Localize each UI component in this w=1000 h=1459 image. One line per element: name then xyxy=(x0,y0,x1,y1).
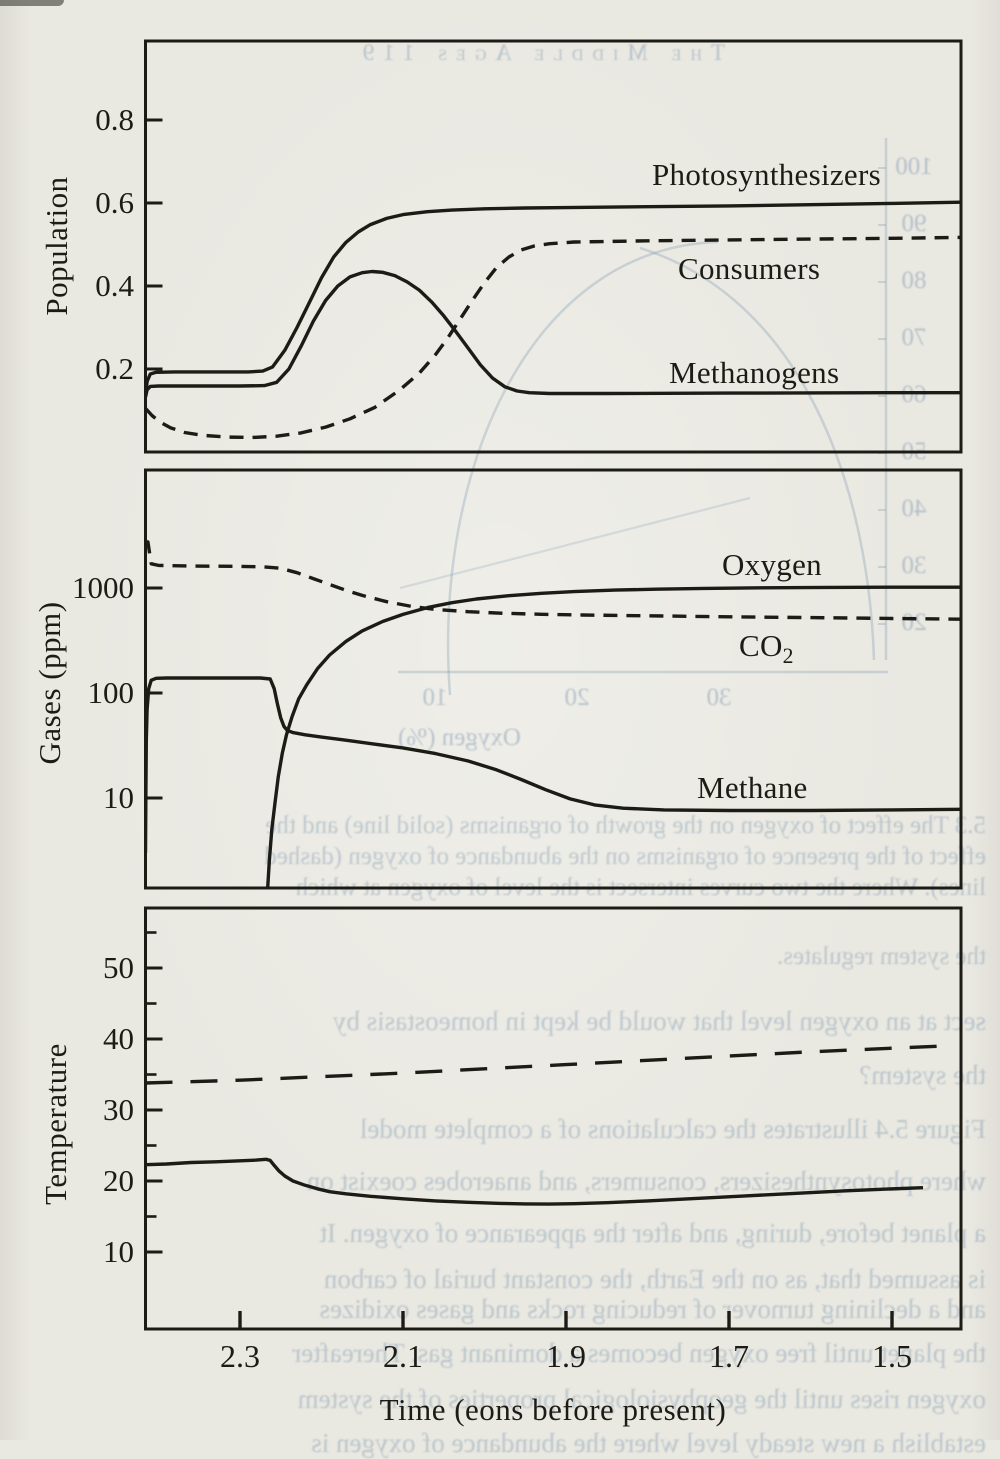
y-tick-label: 30 xyxy=(103,1092,134,1127)
series-Methane xyxy=(145,676,961,853)
x-tick-label: 1.7 xyxy=(709,1338,749,1374)
curve-label-oxygen: Oxygen xyxy=(722,547,822,582)
scan-edge-artifact xyxy=(0,0,64,6)
y-tick-label: 0.6 xyxy=(95,185,134,220)
panel-border xyxy=(144,906,963,1331)
series-Methanogens xyxy=(145,269,961,398)
y-tick-label: 10 xyxy=(103,780,134,815)
y-axis-title: Temperature xyxy=(38,1043,73,1205)
panel-border xyxy=(144,468,963,890)
curve-label-methane: Methane xyxy=(697,770,808,805)
chart-panel-3 xyxy=(144,906,963,1331)
y-tick-label: 0.8 xyxy=(95,102,134,137)
chart-panel-2 xyxy=(144,468,963,890)
curve-label-co: CO2 xyxy=(739,628,794,669)
curve-label-photosynthesizers: Photosynthesizers xyxy=(652,157,881,192)
x-tick-label: 1.9 xyxy=(546,1338,586,1374)
x-tick-label: 2.3 xyxy=(220,1338,260,1374)
x-tick-label: 2.1 xyxy=(383,1338,423,1374)
curve-label-consumers: Consumers xyxy=(678,251,821,286)
y-tick-label: 10 xyxy=(103,1234,134,1269)
y-tick-label: 50 xyxy=(103,950,134,985)
series-Photosynthesizers xyxy=(145,200,961,397)
y-tick-label: 20 xyxy=(103,1163,134,1198)
y-tick-label: 1000 xyxy=(72,570,134,605)
series-Oxygen xyxy=(266,585,961,888)
series-CO₂ xyxy=(145,540,961,621)
y-tick-label: 100 xyxy=(87,675,135,710)
series-solid xyxy=(145,1157,924,1206)
chart-panel-1 xyxy=(144,39,963,454)
y-tick-label: 40 xyxy=(103,1021,134,1056)
x-axis-title: Time (eons before present) xyxy=(379,1392,727,1427)
y-tick-label: 0.4 xyxy=(95,268,134,303)
y-tick-label: 0.2 xyxy=(95,351,134,386)
series-dashed-long xyxy=(145,1044,941,1085)
y-axis-title: Population xyxy=(39,176,74,316)
panel-border xyxy=(144,39,963,454)
x-tick-label: 1.5 xyxy=(872,1338,912,1374)
curve-label-methanogens: Methanogens xyxy=(669,355,840,390)
series-Consumers xyxy=(145,235,961,440)
y-axis-title: Gases (ppm) xyxy=(32,601,67,765)
